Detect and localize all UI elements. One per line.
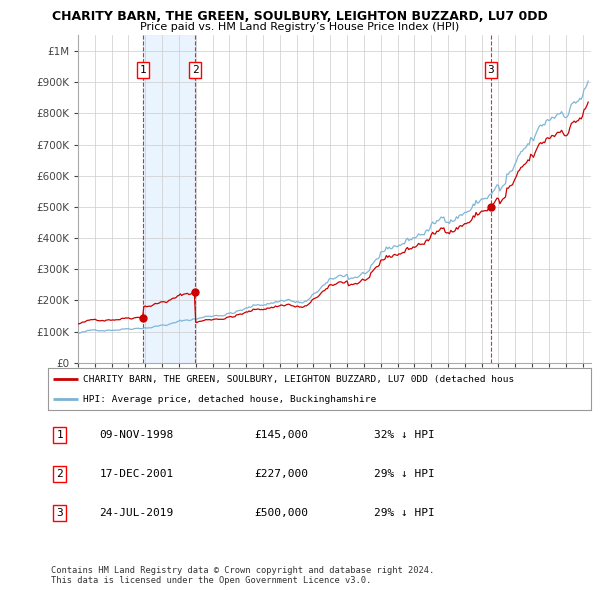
Text: 1: 1 [140, 65, 146, 75]
Text: £500,000: £500,000 [254, 508, 308, 518]
Text: 2: 2 [56, 469, 64, 479]
Text: CHARITY BARN, THE GREEN, SOULBURY, LEIGHTON BUZZARD, LU7 0DD (detached hous: CHARITY BARN, THE GREEN, SOULBURY, LEIGH… [83, 375, 515, 384]
Text: 17-DEC-2001: 17-DEC-2001 [100, 469, 174, 479]
Text: 24-JUL-2019: 24-JUL-2019 [100, 508, 174, 518]
Text: 32% ↓ HPI: 32% ↓ HPI [374, 430, 434, 440]
Text: £145,000: £145,000 [254, 430, 308, 440]
Text: £227,000: £227,000 [254, 469, 308, 479]
Text: Price paid vs. HM Land Registry’s House Price Index (HPI): Price paid vs. HM Land Registry’s House … [140, 22, 460, 32]
Text: 29% ↓ HPI: 29% ↓ HPI [374, 469, 434, 479]
Text: 09-NOV-1998: 09-NOV-1998 [100, 430, 174, 440]
Bar [143, 35, 195, 363]
Text: 2: 2 [192, 65, 199, 75]
Text: 29% ↓ HPI: 29% ↓ HPI [374, 508, 434, 518]
Text: CHARITY BARN, THE GREEN, SOULBURY, LEIGHTON BUZZARD, LU7 0DD: CHARITY BARN, THE GREEN, SOULBURY, LEIGH… [52, 10, 548, 23]
Text: HPI: Average price, detached house, Buckinghamshire: HPI: Average price, detached house, Buck… [83, 395, 377, 404]
Text: 3: 3 [488, 65, 494, 75]
Text: 1: 1 [56, 430, 64, 440]
Text: Contains HM Land Registry data © Crown copyright and database right 2024.
This d: Contains HM Land Registry data © Crown c… [51, 566, 434, 585]
Text: 3: 3 [56, 508, 64, 518]
